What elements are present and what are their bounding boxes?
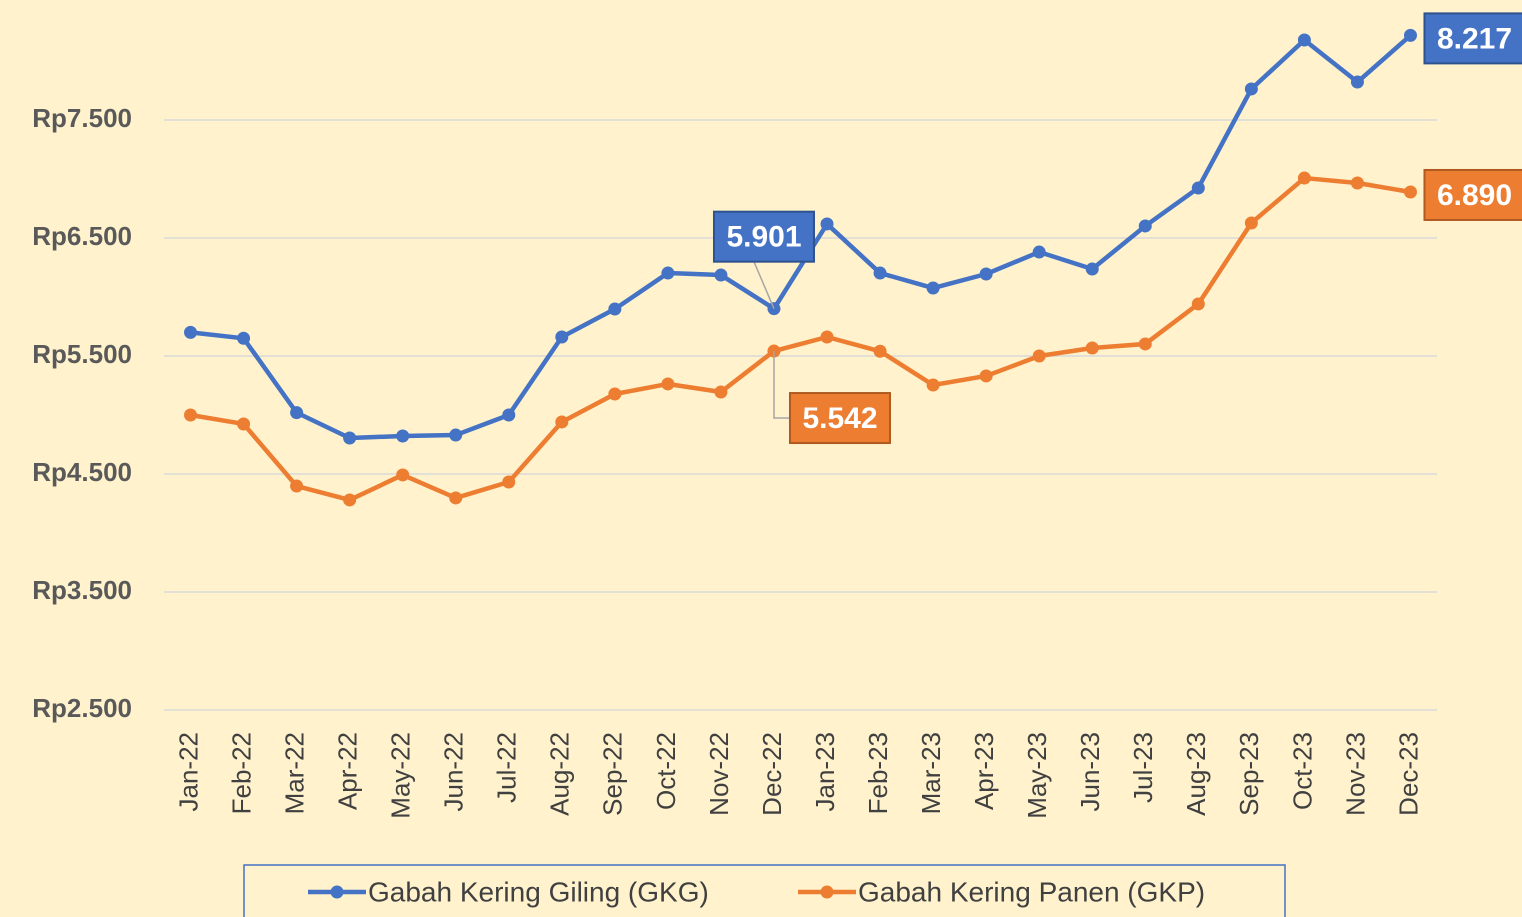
legend-label: Gabah Kering Giling (GKG) xyxy=(368,876,709,907)
x-tick-label: Dec-22 xyxy=(757,732,787,816)
data-point xyxy=(1297,33,1311,47)
data-point xyxy=(449,491,463,505)
data-label: 8.217 xyxy=(1437,22,1512,55)
data-point xyxy=(290,406,304,420)
x-tick-label: Sep-23 xyxy=(1234,732,1264,816)
data-point xyxy=(555,330,569,344)
y-tick-label: Rp3.500 xyxy=(32,575,132,605)
data-point xyxy=(396,429,410,443)
data-point xyxy=(661,377,675,391)
data-point xyxy=(1085,341,1099,355)
data-point xyxy=(873,344,887,358)
data-point xyxy=(1297,171,1311,185)
x-tick-label: Apr-23 xyxy=(969,732,999,810)
data-point xyxy=(873,266,887,280)
data-point xyxy=(1191,297,1205,311)
x-tick-label: Jul-22 xyxy=(492,732,522,803)
data-point xyxy=(1191,181,1205,195)
series-line xyxy=(190,33,1412,441)
data-point xyxy=(820,330,834,344)
y-tick-label: Rp7.500 xyxy=(32,103,132,133)
data-point xyxy=(1403,28,1417,42)
x-tick-label: Jun-22 xyxy=(439,732,469,812)
x-tick-label: Oct-23 xyxy=(1287,732,1317,810)
data-point xyxy=(184,325,198,339)
data-point xyxy=(396,468,410,482)
data-point xyxy=(1403,185,1417,199)
legend-label: Gabah Kering Panen (GKP) xyxy=(858,876,1205,907)
x-tick-label: Dec-23 xyxy=(1393,732,1423,816)
leader-line xyxy=(753,261,775,309)
data-point xyxy=(1244,216,1258,230)
x-tick-label: Mar-23 xyxy=(916,732,946,814)
x-tick-label: Jan-23 xyxy=(810,732,840,812)
data-point xyxy=(608,387,622,401)
y-tick-label: Rp5.500 xyxy=(32,339,132,369)
data-point xyxy=(714,385,728,399)
legend-box xyxy=(243,864,1286,917)
data-point xyxy=(343,493,357,507)
data-point xyxy=(1350,176,1364,190)
x-tick-label: Jul-23 xyxy=(1128,732,1158,803)
data-point xyxy=(926,378,940,392)
data-point xyxy=(237,417,251,431)
data-point xyxy=(714,268,728,282)
data-point xyxy=(237,331,251,345)
x-tick-label: Nov-22 xyxy=(704,732,734,816)
x-tick-label: Aug-23 xyxy=(1181,732,1211,816)
x-tick-label: Feb-22 xyxy=(226,732,256,814)
data-point xyxy=(555,415,569,429)
legend-marker xyxy=(820,885,834,899)
x-tick-label: Sep-22 xyxy=(598,732,628,816)
x-tick-label: Aug-22 xyxy=(545,732,575,816)
y-tick-label: Rp4.500 xyxy=(32,457,132,487)
x-tick-label: May-22 xyxy=(386,732,416,819)
y-tick-label: Rp6.500 xyxy=(32,221,132,251)
data-point xyxy=(1032,245,1046,259)
data-point xyxy=(290,479,304,493)
data-point xyxy=(449,428,463,442)
data-label: 5.901 xyxy=(726,221,801,254)
data-point xyxy=(926,281,940,295)
leader-line xyxy=(773,351,790,419)
data-point xyxy=(979,267,993,281)
data-label-box xyxy=(712,210,815,263)
data-label-box xyxy=(1423,168,1522,221)
x-tick-label: Mar-22 xyxy=(279,732,309,814)
x-tick-label: Apr-22 xyxy=(333,732,363,810)
data-point xyxy=(1350,75,1364,89)
data-point xyxy=(343,431,357,445)
legend-marker xyxy=(330,885,344,899)
x-tick-label: Jun-23 xyxy=(1075,732,1105,812)
data-point xyxy=(820,217,834,231)
data-label-box xyxy=(1423,12,1522,65)
data-point xyxy=(979,369,993,383)
data-point xyxy=(608,302,622,316)
x-tick-label: Feb-23 xyxy=(863,732,893,814)
data-label-box xyxy=(788,392,891,445)
data-point xyxy=(1032,349,1046,363)
x-tick-label: Nov-23 xyxy=(1340,732,1370,816)
data-label: 5.542 xyxy=(802,402,877,435)
data-point xyxy=(1138,337,1152,351)
data-point xyxy=(502,408,516,422)
series-line xyxy=(190,175,1411,503)
data-point xyxy=(184,408,198,422)
data-point xyxy=(1244,82,1258,96)
data-label: 6.890 xyxy=(1437,179,1512,212)
data-point xyxy=(661,266,675,280)
data-point xyxy=(1138,219,1152,233)
data-point xyxy=(1085,262,1099,276)
x-tick-label: Jan-22 xyxy=(173,732,203,812)
y-tick-label: Rp2.500 xyxy=(32,693,132,723)
x-tick-label: Oct-22 xyxy=(651,732,681,810)
data-point xyxy=(502,475,516,489)
x-tick-label: May-23 xyxy=(1022,732,1052,819)
